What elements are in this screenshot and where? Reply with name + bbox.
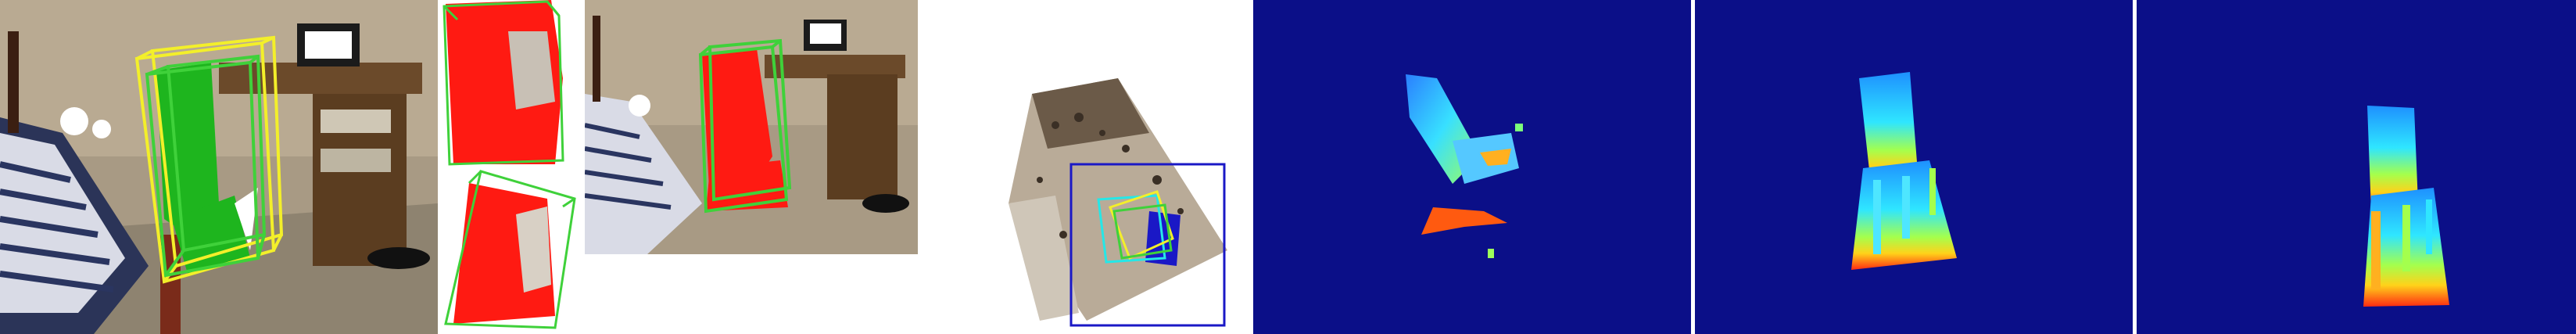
depth-map-observed <box>1253 0 1691 334</box>
rgb-scene-with-segmentation <box>585 0 918 254</box>
scene-image <box>0 0 438 334</box>
depth-rendered-a-image <box>1695 0 2133 334</box>
chart-crop-bottom <box>438 167 583 334</box>
depth-map-rendered-a <box>1695 0 2133 334</box>
panel-divider <box>2133 0 2137 334</box>
scene-seg-image <box>585 0 918 254</box>
crop-top-image <box>438 0 583 167</box>
depth-map-rendered-b <box>2137 0 2576 334</box>
rgb-scene-with-3d-boxes <box>0 0 438 334</box>
depth-observed-image <box>1253 0 1691 334</box>
point-cloud-image <box>923 0 1249 334</box>
depth-rendered-b-image <box>2137 0 2576 334</box>
panel-divider <box>1691 0 1695 334</box>
crop-bottom-image <box>438 167 583 334</box>
point-cloud-view <box>923 0 1249 334</box>
chart-crop-top <box>438 0 583 167</box>
